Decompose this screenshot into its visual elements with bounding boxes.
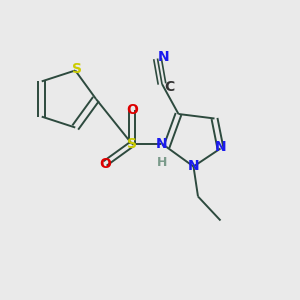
Text: N: N <box>188 160 199 173</box>
Text: N: N <box>156 137 168 151</box>
Text: S: S <box>127 137 137 151</box>
Text: S: S <box>72 62 82 76</box>
Text: N: N <box>215 140 226 154</box>
Text: C: C <box>164 80 175 94</box>
Text: O: O <box>126 103 138 116</box>
Text: N: N <box>158 50 169 64</box>
Text: H: H <box>157 155 167 169</box>
Text: O: O <box>99 157 111 170</box>
